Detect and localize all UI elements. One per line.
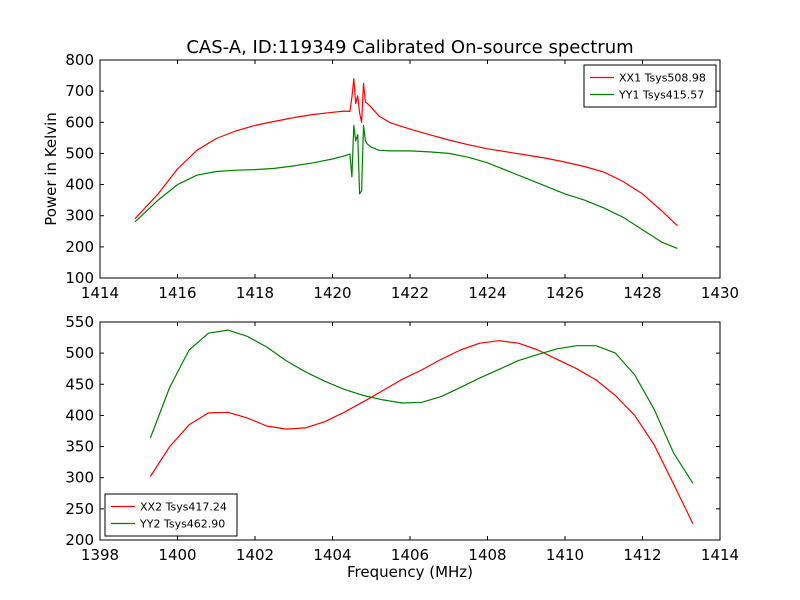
- x-tick-label: 1426: [546, 284, 584, 302]
- x-tick-label: 1410: [546, 546, 584, 564]
- x-tick-label: 1424: [468, 284, 506, 302]
- legend: XX2 Tsys417.24 YY2 Tsys462.90: [104, 493, 238, 537]
- x-tick-label: 1430: [701, 284, 739, 302]
- x-tick-label: 1408: [468, 546, 506, 564]
- legend-label: YY1 Tsys415.57: [618, 89, 704, 102]
- x-tick-label: 1428: [623, 284, 661, 302]
- x-tick-label: 1412: [623, 546, 661, 564]
- x-tick-label: 1414: [701, 546, 739, 564]
- legend-box: [104, 493, 238, 537]
- y-tick-label: 200: [65, 238, 94, 256]
- x-tick-label: 1414: [81, 284, 119, 302]
- series-line-2: [149, 329, 694, 484]
- x-tick-label: 1422: [391, 284, 429, 302]
- legend-box: [583, 64, 717, 108]
- legend-label: XX1 Tsys508.98: [619, 72, 706, 85]
- y-tick-label: 400: [65, 406, 94, 424]
- y-tick-label: 400: [65, 176, 94, 194]
- y-tick-label: 550: [65, 313, 94, 331]
- y-tick-label: 500: [65, 144, 94, 162]
- bottom-panel: 1398 1400 1402 1404 1406 1408 1410 1412 1414 200 2…: [65, 313, 739, 581]
- series-line-1: [149, 340, 694, 525]
- y-tick-label: 200: [65, 531, 94, 549]
- legend-label: XX2 Tsys417.24: [140, 501, 227, 514]
- legend: XX1 Tsys508.98 YY1 Tsys415.57: [583, 64, 717, 108]
- x-tick-label: 1400: [158, 546, 196, 564]
- y-tick-label: 700: [65, 82, 94, 100]
- chart-title: CAS-A, ID:119349 Calibrated On-source sp…: [186, 37, 633, 58]
- y-tick-label: 300: [65, 469, 94, 487]
- y-axis-label: Power in Kelvin: [42, 112, 60, 226]
- y-tick-label: 450: [65, 375, 94, 393]
- series-line-1: [134, 78, 678, 227]
- top-panel: 1414 1416 1418 1420 1422 1424 1426 1428 1430 100 2…: [42, 51, 739, 302]
- series-line-2: [134, 124, 678, 249]
- x-tick-label: 1418: [236, 284, 274, 302]
- y-tick-label: 100: [65, 269, 94, 287]
- y-tick-label: 300: [65, 207, 94, 225]
- legend-label: YY2 Tsys462.90: [139, 518, 225, 531]
- x-tick-label: 1398: [81, 546, 119, 564]
- y-tick-label: 800: [65, 51, 94, 69]
- y-tick-label: 500: [65, 344, 94, 362]
- x-axis-label: Frequency (MHz): [347, 563, 473, 581]
- y-tick-label: 600: [65, 113, 94, 131]
- y-tick-label: 350: [65, 438, 94, 456]
- y-tick-label: 250: [65, 500, 94, 518]
- x-tick-label: 1404: [313, 546, 351, 564]
- x-tick-label: 1416: [158, 284, 196, 302]
- x-tick-label: 1402: [236, 546, 274, 564]
- x-tick-label: 1420: [313, 284, 351, 302]
- x-tick-label: 1406: [391, 546, 429, 564]
